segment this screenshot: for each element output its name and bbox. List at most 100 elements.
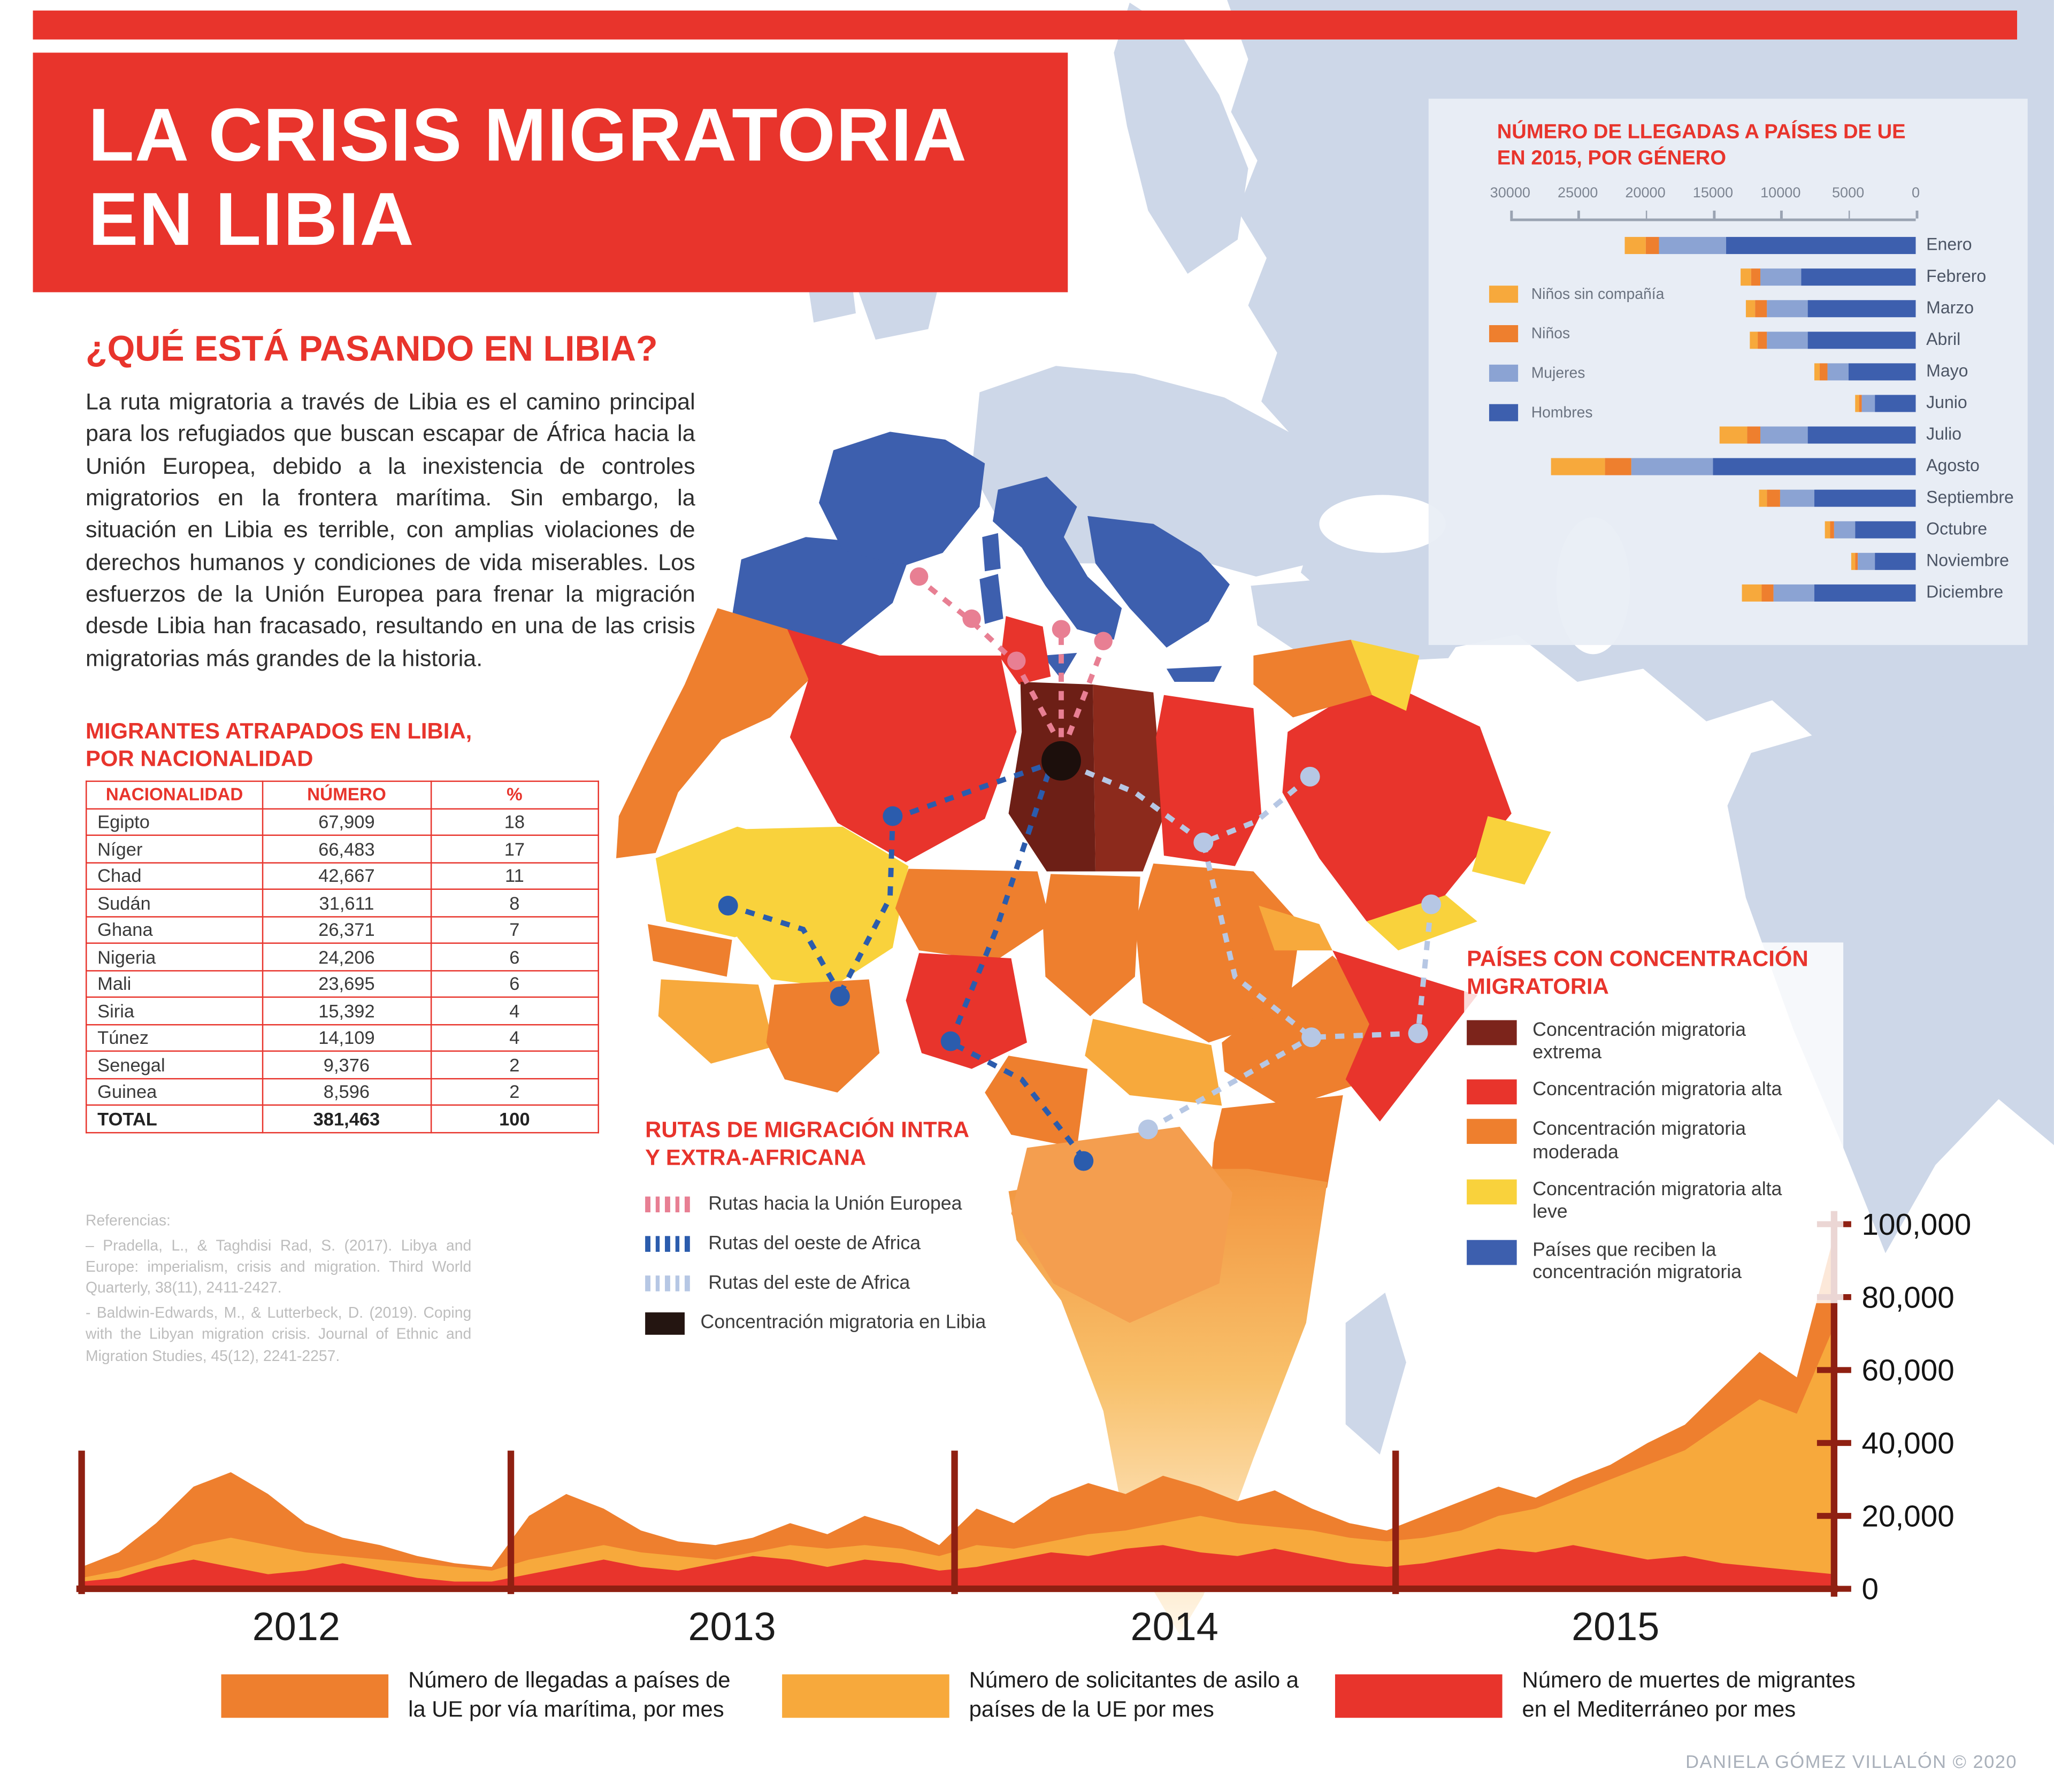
routes-east-africa (1070, 764, 1434, 1132)
legend-item: Número de llegadas a países de la UE por… (221, 1666, 744, 1725)
south-sudan-shape (1085, 1019, 1222, 1106)
corsica-shape (982, 533, 1001, 572)
table-cell: 66,483 (262, 834, 432, 863)
bar-segment (1551, 458, 1605, 475)
table-cell: Guinea (85, 1077, 264, 1106)
ghana-shape (766, 979, 880, 1093)
route-dash-swatch (645, 1235, 693, 1251)
table-row: Sudán 31,611 8 (85, 888, 599, 917)
routes-legend: RUTAS DE MIGRACIÓN INTRA Y EXTRA-AFRICAN… (645, 1116, 990, 1352)
bar-segment (1746, 426, 1761, 444)
dash-mark (665, 1196, 670, 1212)
route-east (1201, 842, 1419, 1040)
bar-segment (1631, 458, 1713, 475)
legend-swatch (1467, 1080, 1517, 1105)
axis-tick-label: 20000 (1625, 186, 1666, 202)
table-cell: 9,376 (262, 1050, 432, 1079)
bar-category-label: Febrero (1926, 266, 1987, 286)
table-row: Mali 23,695 6 (85, 969, 599, 998)
route-east (1415, 904, 1434, 1034)
table-cell: 11 (430, 862, 599, 890)
route-eu (917, 577, 1056, 733)
intro-heading: ¿QUÉ ESTÁ PASANDO EN LIBIA? (85, 329, 658, 369)
gender-chart-title: NÚMERO DE LLEGADAS A PAÍSES DE UE EN 201… (1497, 121, 1906, 170)
legend-label: Mujeres (1531, 365, 1585, 381)
bar-segment (1605, 458, 1632, 475)
table-cell: Siria (85, 996, 264, 1025)
table-row: Siria 15,392 4 (85, 996, 599, 1025)
dash-mark (655, 1274, 660, 1291)
legend-label: Concentración migratoria en Libia (700, 1312, 986, 1334)
legend-label: Rutas del oeste de Africa (708, 1233, 921, 1254)
legend-swatch (1489, 286, 1519, 303)
bar-segment (1854, 395, 1859, 412)
legend-item: Rutas del oeste de Africa (645, 1233, 990, 1254)
bar-segment (1814, 584, 1916, 602)
nigeria-shape (906, 953, 1027, 1069)
legend-label: Número de muertes de migrantes en el Med… (1522, 1667, 1856, 1722)
dash-mark (645, 1235, 650, 1251)
table-cell: Ghana (85, 916, 264, 944)
senegal-shape (648, 924, 732, 977)
legend-swatch (1489, 364, 1519, 382)
table-cell: 6 (430, 969, 599, 998)
bar-category-label: Enero (1926, 234, 1972, 255)
bar-row (1510, 458, 1916, 475)
table-header-cell: % (430, 780, 599, 809)
levant-shape (1253, 640, 1372, 718)
gender-chart-panel: NÚMERO DE LLEGADAS A PAÍSES DE UE EN 201… (1428, 98, 2028, 645)
crete-shape (1166, 666, 1222, 682)
table-cell: Egipto (85, 807, 264, 836)
axis-tick-label: 10000 (1760, 186, 1801, 202)
table-row: TOTAL 381,463 100 (85, 1104, 599, 1133)
table-cell: 6 (430, 942, 599, 971)
algeria-shape (787, 629, 1017, 863)
axis-tick (1713, 210, 1715, 219)
bar-segment (1828, 363, 1849, 381)
legend-swatch (1335, 1674, 1503, 1718)
bar-segment (1830, 521, 1835, 539)
bar-row (1510, 237, 1916, 255)
route-east (1070, 764, 1205, 845)
bar-segment (1761, 584, 1774, 602)
yemen-shape (1367, 895, 1477, 951)
table-row: Níger 66,483 17 (85, 834, 599, 863)
bar-segment (1759, 489, 1767, 507)
bar-row (1510, 332, 1916, 349)
gender-chart-body: 30000 25000 20000 15000 10000 5000 0 Enero Febre… (1429, 99, 2028, 645)
legend-label: Países que reciben la concentración migr… (1532, 1240, 1742, 1284)
table-row: Egipto 67,909 18 (85, 807, 599, 836)
bar-row (1510, 300, 1916, 318)
bar-segment (1807, 300, 1916, 318)
table-row: Senegal 9,376 2 (85, 1050, 599, 1079)
route-waypoints-eu (909, 567, 1113, 670)
table-cell: 381,463 (262, 1104, 432, 1133)
legend-label: Niños sin compañía (1531, 286, 1665, 302)
axis-tick (1645, 210, 1647, 219)
table-cell: 26,371 (262, 916, 432, 944)
references-heading: Referencias: (85, 1213, 171, 1230)
legend-item: Hombres (1489, 404, 1593, 421)
bar-category-label: Noviembre (1926, 550, 2009, 570)
table-header-cell: NACIONALIDAD (85, 780, 264, 809)
somalia-shape (1332, 950, 1477, 1122)
black-sea (1319, 495, 1446, 553)
bar-segment (1814, 489, 1916, 507)
dash-mark (645, 1196, 650, 1212)
legend-label: Hombres (1531, 404, 1593, 421)
dash-mark (684, 1274, 689, 1291)
bar-row (1510, 584, 1916, 602)
bar-category-label: Mayo (1926, 360, 1968, 381)
bar-row (1510, 552, 1916, 570)
references: Referencias: – Pradella, L., & Taghdisi … (86, 1211, 471, 1367)
bar-segment (1767, 489, 1781, 507)
bar-category-label: Abril (1926, 329, 1961, 349)
bar-segment (1854, 521, 1916, 539)
legend-item: Concentración migratoria en Libia (645, 1311, 990, 1334)
legend-label: Rutas hacia la Unión Europea (708, 1193, 962, 1214)
table-cell: 8,596 (262, 1077, 432, 1106)
route-waypoints-west (718, 806, 1094, 1171)
legend-item: Concentración migratoria moderada (1467, 1119, 1841, 1165)
table-cell: 2 (430, 1050, 599, 1079)
